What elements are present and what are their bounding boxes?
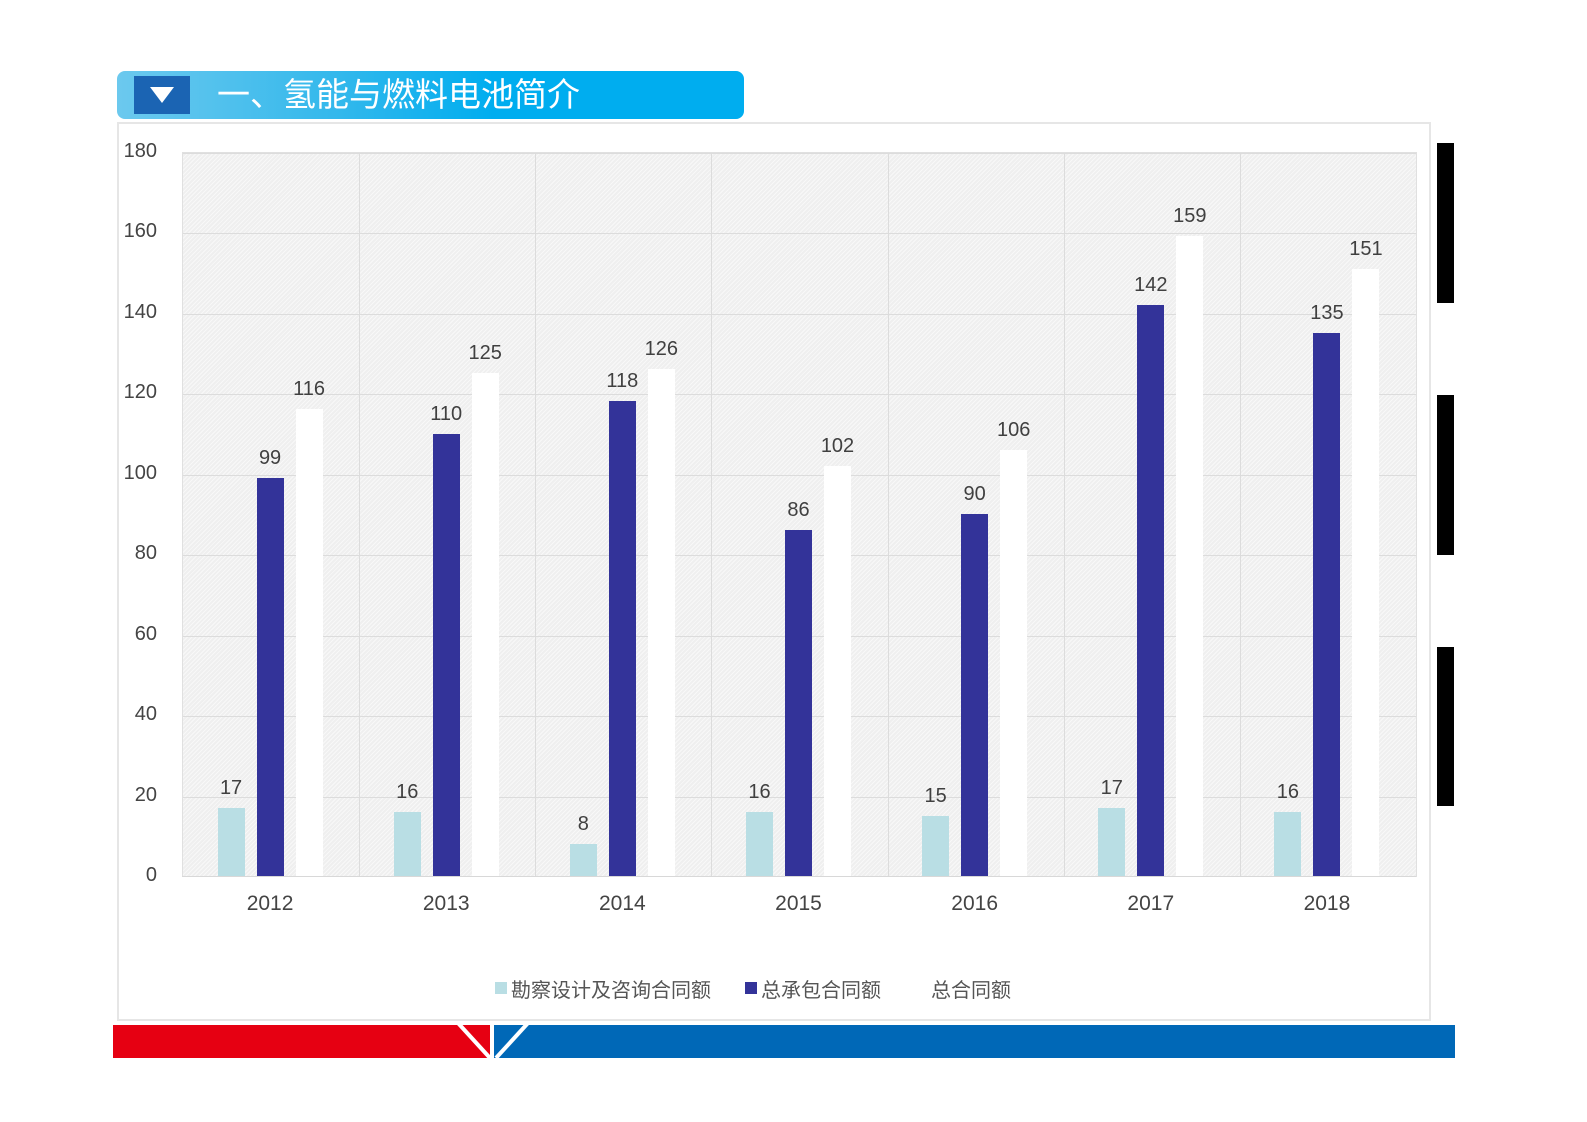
data-label: 99	[258, 446, 282, 469]
bar-2015-series-2[interactable]	[824, 465, 851, 876]
bar-2012-series-1[interactable]	[256, 477, 284, 876]
data-label: 90	[963, 483, 986, 505]
bar-2013-series-0[interactable]	[393, 811, 421, 876]
data-label: 106	[996, 418, 1031, 441]
bar-2015-series-0[interactable]	[746, 811, 773, 876]
triangle-down-icon	[150, 87, 174, 103]
gridline-horizontal	[183, 474, 1416, 476]
data-label: 159	[1173, 205, 1207, 228]
bar-2013-series-2[interactable]	[471, 373, 499, 876]
x-tick-label: 2015	[775, 892, 822, 915]
gridline-vertical	[535, 153, 537, 877]
gridline-horizontal	[183, 233, 1416, 235]
bar-2015-series-1[interactable]	[785, 530, 812, 876]
gridline-vertical	[359, 153, 361, 877]
footer-band-red	[113, 1025, 490, 1058]
section-title-bar: 一、氢能与燃料电池简介	[117, 71, 744, 119]
data-label: 142	[1134, 273, 1168, 296]
y-tick-label: 20	[134, 783, 157, 806]
bar-2012-series-2[interactable]	[295, 409, 323, 876]
bar-2016-series-2[interactable]	[1000, 449, 1028, 876]
gridline-vertical	[887, 153, 889, 877]
gridline-vertical	[1239, 153, 1241, 877]
data-label: 16	[748, 780, 771, 803]
x-tick-label: 2018	[1303, 892, 1351, 915]
data-label: 86	[787, 499, 810, 522]
legend-label-survey: 勘察设计及咨询合同额	[511, 977, 711, 1002]
bar-2014-series-1[interactable]	[608, 401, 636, 876]
data-label: 15	[924, 784, 947, 807]
y-tick-label: 60	[134, 622, 157, 645]
data-label: 8	[577, 812, 589, 835]
legend-swatch-survey	[495, 982, 507, 994]
y-tick-label: 0	[145, 864, 157, 886]
footer-band-blue	[494, 1025, 1455, 1058]
data-label: 16	[396, 780, 419, 803]
legend-label-epc: 总承包合同额	[761, 977, 881, 1002]
legend-item-epc[interactable]: 总承包合同额	[745, 974, 881, 1003]
bar-2014-series-0[interactable]	[569, 843, 597, 876]
legend-item-survey[interactable]: 勘察设计及咨询合同额	[495, 974, 711, 1003]
bar-2018-series-2[interactable]	[1352, 268, 1380, 876]
gridline-horizontal	[183, 313, 1416, 315]
gridline-horizontal	[183, 394, 1416, 396]
data-label: 17	[1100, 776, 1123, 799]
bar-2017-series-0[interactable]	[1098, 807, 1126, 876]
bar-2017-series-2[interactable]	[1176, 236, 1204, 876]
bar-2014-series-2[interactable]	[647, 369, 675, 876]
legend-swatch-epc	[745, 982, 757, 994]
data-label: 118	[606, 370, 639, 393]
y-tick-label: 100	[123, 461, 157, 484]
bar-2017-series-1[interactable]	[1137, 304, 1165, 876]
gridline-vertical	[1063, 153, 1065, 877]
data-label: 102	[820, 434, 855, 457]
collapse-toggle[interactable]	[134, 76, 190, 114]
y-tick-label: 180	[123, 140, 157, 162]
data-label: 110	[430, 402, 463, 425]
data-label: 126	[644, 338, 679, 361]
data-label: 116	[293, 378, 325, 401]
y-tick-label: 120	[123, 381, 157, 404]
x-tick-label: 2014	[598, 892, 646, 915]
bar-2016-series-1[interactable]	[961, 514, 989, 876]
side-block	[1437, 143, 1454, 303]
legend-label-total: 总合同额	[931, 977, 1011, 1002]
y-tick-label: 40	[134, 703, 157, 726]
bar-2012-series-0[interactable]	[217, 807, 245, 876]
y-tick-label: 140	[123, 300, 157, 323]
x-tick-label: 2013	[422, 892, 470, 915]
legend-item-total[interactable]: 总合同额	[915, 974, 1011, 1003]
data-label: 125	[468, 342, 502, 365]
x-tick-label: 2017	[1127, 892, 1175, 915]
y-tick-label: 80	[134, 542, 157, 565]
data-label: 151	[1349, 237, 1383, 260]
bar-2018-series-0[interactable]	[1274, 811, 1302, 876]
legend-swatch-total	[915, 982, 927, 994]
data-label: 17	[219, 776, 243, 799]
bar-2018-series-1[interactable]	[1313, 333, 1341, 876]
x-axis-line	[182, 876, 1416, 877]
data-label: 135	[1310, 302, 1344, 324]
x-tick-label: 2016	[951, 892, 998, 915]
side-block	[1437, 395, 1454, 555]
y-tick-label: 160	[123, 220, 157, 243]
chart-legend: 勘察设计及咨询合同额 总承包合同额 总合同额	[495, 974, 1045, 1003]
gridline-vertical	[711, 153, 713, 877]
section-title: 一、氢能与燃料电池简介	[217, 75, 580, 114]
gridline-horizontal	[183, 153, 1416, 154]
data-label: 16	[1276, 780, 1300, 803]
bar-2013-series-1[interactable]	[432, 433, 460, 876]
footer-divider-icon	[456, 1021, 530, 1060]
bar-2016-series-0[interactable]	[922, 815, 950, 876]
x-tick-label: 2012	[246, 892, 294, 915]
side-block	[1437, 647, 1454, 806]
